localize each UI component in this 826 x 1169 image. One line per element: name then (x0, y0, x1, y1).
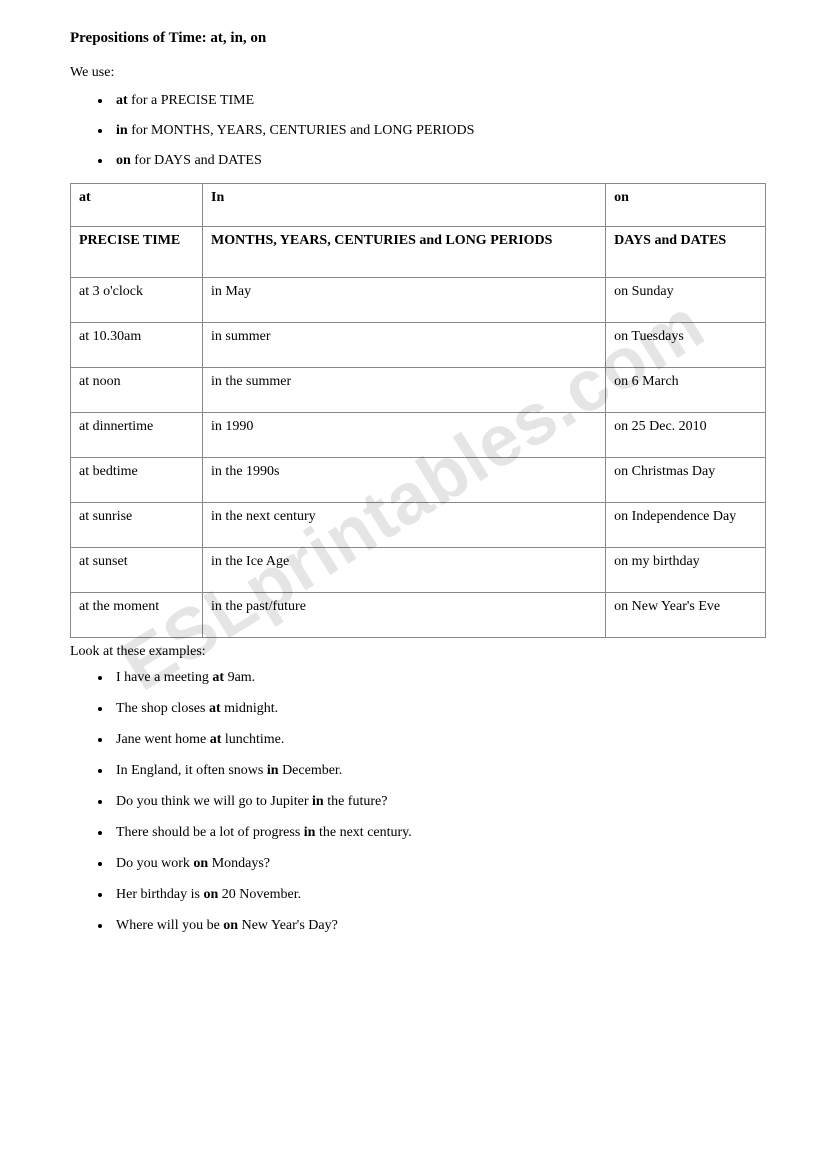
table-row: at dinnertime in 1990 on 25 Dec. 2010 (71, 413, 766, 458)
table-cell: on Independence Day (606, 503, 766, 548)
example-pre: I have a meeting (116, 670, 212, 685)
page-title: Prepositions of Time: at, in, on (70, 30, 766, 47)
table-label-cell: DAYS and DATES (606, 227, 766, 278)
example-pre: Jane went home (116, 732, 210, 747)
table-label-cell: MONTHS, YEARS, CENTURIES and LONG PERIOD… (203, 227, 606, 278)
example-pre: Her birthday is (116, 887, 203, 902)
example-bold: at (212, 670, 224, 685)
table-row: at noon in the summer on 6 March (71, 368, 766, 413)
intro-text: We use: (70, 65, 766, 81)
table-cell: on Sunday (606, 278, 766, 323)
example-post: the next century. (315, 825, 411, 840)
table-cell: on New Year's Eve (606, 593, 766, 638)
example-bold: on (193, 856, 208, 871)
table-row: at sunset in the Ice Age on my birthday (71, 548, 766, 593)
example-post: December. (279, 763, 343, 778)
table-cell: on Tuesdays (606, 323, 766, 368)
table-cell: on Christmas Day (606, 458, 766, 503)
example-pre: There should be a lot of progress (116, 825, 304, 840)
example-pre: Do you work (116, 856, 193, 871)
list-item: The shop closes at midnight. (112, 701, 766, 717)
example-bold: in (267, 763, 279, 778)
example-post: Mondays? (208, 856, 270, 871)
table-cell: at sunrise (71, 503, 203, 548)
document-page: Prepositions of Time: at, in, on We use:… (0, 0, 826, 989)
example-pre: In England, it often snows (116, 763, 267, 778)
table-cell: in the summer (203, 368, 606, 413)
example-bold: on (203, 887, 218, 902)
table-row: at sunrise in the next century on Indepe… (71, 503, 766, 548)
example-post: lunchtime. (221, 732, 284, 747)
table-cell: at the moment (71, 593, 203, 638)
table-label-row: PRECISE TIME MONTHS, YEARS, CENTURIES an… (71, 227, 766, 278)
prep-bold: in (116, 123, 128, 138)
table-header-cell: on (606, 184, 766, 227)
table-cell: at bedtime (71, 458, 203, 503)
table-cell: at 10.30am (71, 323, 203, 368)
list-item: In England, it often snows in December. (112, 763, 766, 779)
example-post: the future? (324, 794, 388, 809)
table-cell: in the past/future (203, 593, 606, 638)
example-pre: Do you think we will go to Jupiter (116, 794, 312, 809)
table-cell: in summer (203, 323, 606, 368)
table-header-cell: at (71, 184, 203, 227)
list-item: Her birthday is on 20 November. (112, 887, 766, 903)
example-post: 20 November. (218, 887, 301, 902)
table-row: at 10.30am in summer on Tuesdays (71, 323, 766, 368)
table-label-cell: PRECISE TIME (71, 227, 203, 278)
list-item: Jane went home at lunchtime. (112, 732, 766, 748)
list-item: Where will you be on New Year's Day? (112, 918, 766, 934)
list-item: in for MONTHS, YEARS, CENTURIES and LONG… (112, 123, 766, 139)
prep-rest: for a PRECISE TIME (128, 93, 255, 108)
table-cell: on my birthday (606, 548, 766, 593)
usage-list: at for a PRECISE TIME in for MONTHS, YEA… (70, 93, 766, 169)
list-item: There should be a lot of progress in the… (112, 825, 766, 841)
example-bold: in (304, 825, 316, 840)
prepositions-table: at In on PRECISE TIME MONTHS, YEARS, CEN… (70, 183, 766, 638)
table-cell: at 3 o'clock (71, 278, 203, 323)
prep-bold: at (116, 93, 128, 108)
example-bold: at (210, 732, 222, 747)
prep-rest: for DAYS and DATES (131, 153, 262, 168)
table-cell: on 25 Dec. 2010 (606, 413, 766, 458)
example-post: midnight. (221, 701, 279, 716)
list-item: I have a meeting at 9am. (112, 670, 766, 686)
example-post: New Year's Day? (238, 918, 338, 933)
table-cell: at sunset (71, 548, 203, 593)
list-item: at for a PRECISE TIME (112, 93, 766, 109)
example-pre: Where will you be (116, 918, 223, 933)
examples-intro: Look at these examples: (70, 644, 766, 660)
table-header-row: at In on (71, 184, 766, 227)
table-row: at 3 o'clock in May on Sunday (71, 278, 766, 323)
example-bold: at (209, 701, 221, 716)
example-bold: in (312, 794, 324, 809)
table-cell: in the next century (203, 503, 606, 548)
table-cell: at dinnertime (71, 413, 203, 458)
list-item: Do you work on Mondays? (112, 856, 766, 872)
example-bold: on (223, 918, 238, 933)
prep-bold: on (116, 153, 131, 168)
table-cell: in the 1990s (203, 458, 606, 503)
table-cell: in 1990 (203, 413, 606, 458)
examples-list: I have a meeting at 9am. The shop closes… (70, 670, 766, 934)
table-row: at bedtime in the 1990s on Christmas Day (71, 458, 766, 503)
table-header-cell: In (203, 184, 606, 227)
list-item: Do you think we will go to Jupiter in th… (112, 794, 766, 810)
example-post: 9am. (224, 670, 255, 685)
table-cell: in the Ice Age (203, 548, 606, 593)
example-pre: The shop closes (116, 701, 209, 716)
prep-rest: for MONTHS, YEARS, CENTURIES and LONG PE… (128, 123, 475, 138)
list-item: on for DAYS and DATES (112, 153, 766, 169)
table-cell: in May (203, 278, 606, 323)
table-cell: at noon (71, 368, 203, 413)
table-cell: on 6 March (606, 368, 766, 413)
table-row: at the moment in the past/future on New … (71, 593, 766, 638)
